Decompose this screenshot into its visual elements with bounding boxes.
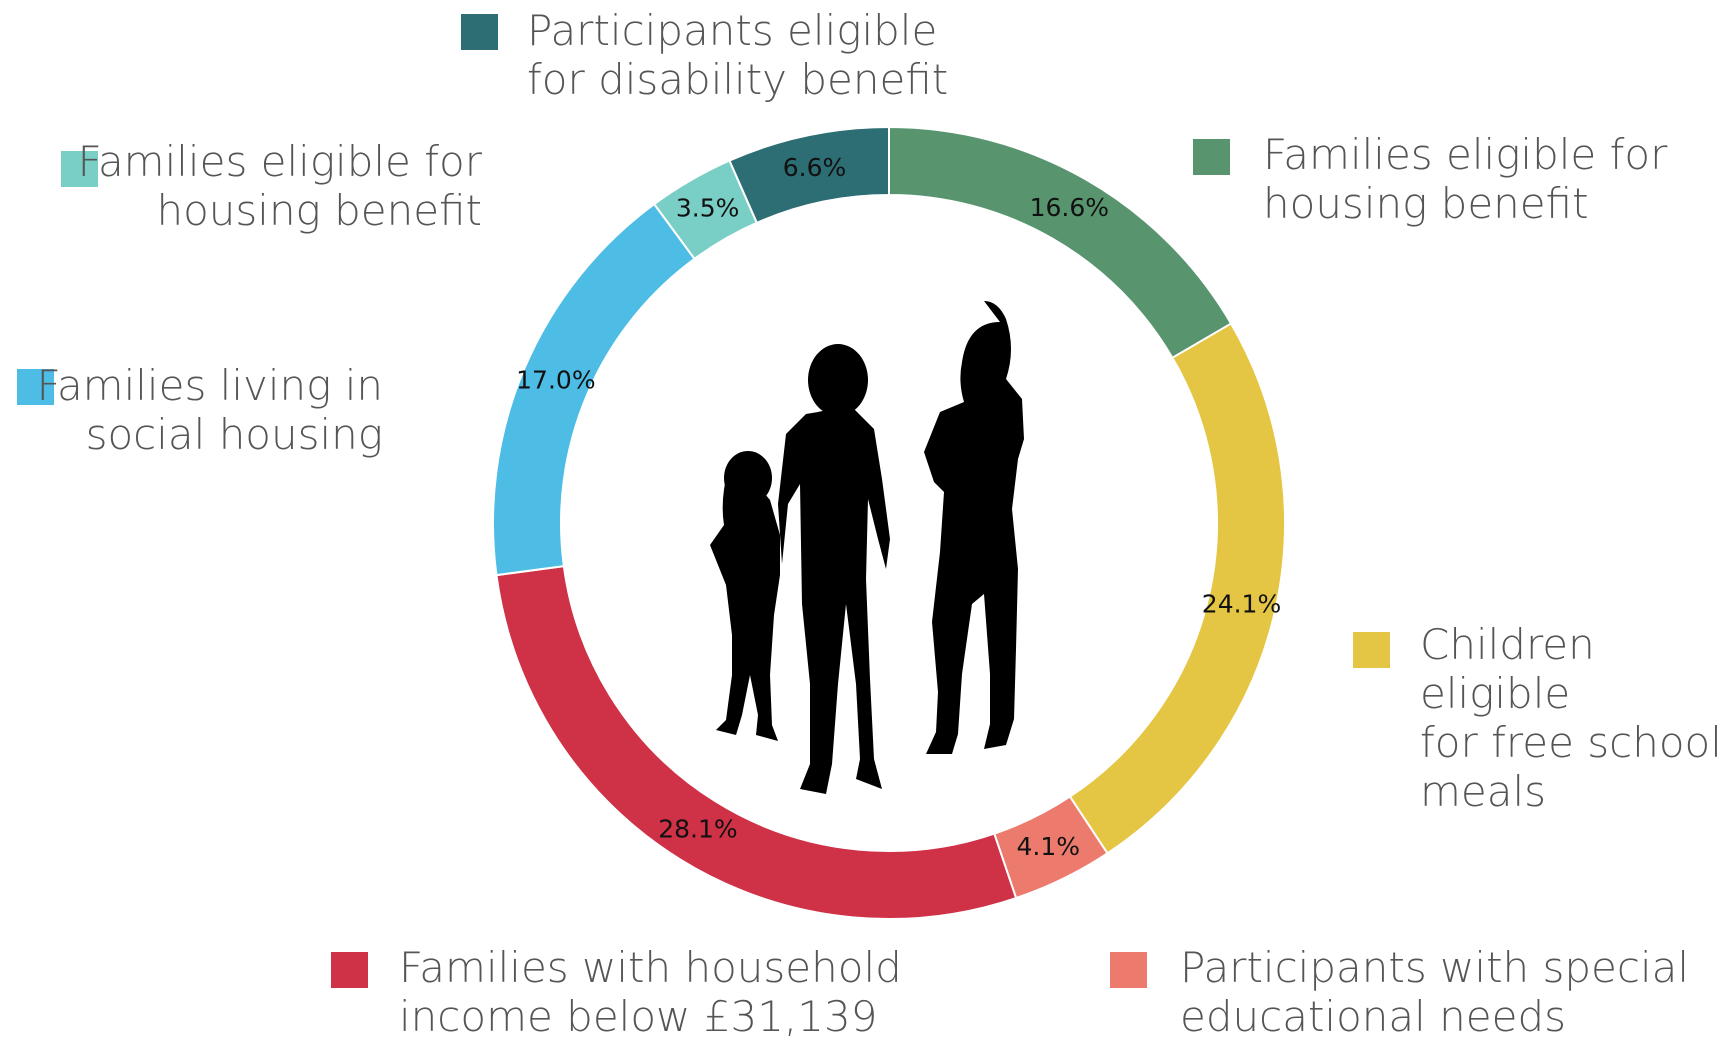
legend-swatch	[461, 14, 498, 50]
value-label: 3.5%	[676, 194, 740, 223]
legend-label: Families eligible for housing benefit	[1263, 130, 1667, 228]
legend-label: Families with household income below £31…	[399, 943, 902, 1041]
legend-label: Participants eligible for disability ben…	[527, 6, 948, 104]
legend-swatch	[1193, 139, 1230, 175]
page: 16.6%24.1%4.1%28.1%17.0%3.5%6.6% (() => …	[0, 0, 1729, 1038]
silhouettes	[710, 301, 1024, 794]
legend-swatch	[1353, 632, 1390, 668]
legend-label: Families living in social housing	[37, 361, 383, 459]
legend-swatch	[331, 952, 368, 988]
value-label: 24.1%	[1202, 589, 1281, 618]
value-label: 6.6%	[783, 153, 847, 182]
value-label: 28.1%	[658, 814, 737, 843]
legend-swatch	[1110, 952, 1147, 988]
value-label: 16.6%	[1030, 193, 1109, 222]
legend-label: Participants with special educational ne…	[1180, 943, 1689, 1041]
legend-label: Children eligible for free school meals	[1420, 620, 1729, 816]
value-label: 4.1%	[1017, 832, 1081, 861]
legend-label: Families eligible for housing benefit	[78, 137, 482, 235]
value-label: 17.0%	[516, 365, 595, 394]
donut-segment	[889, 127, 1231, 358]
